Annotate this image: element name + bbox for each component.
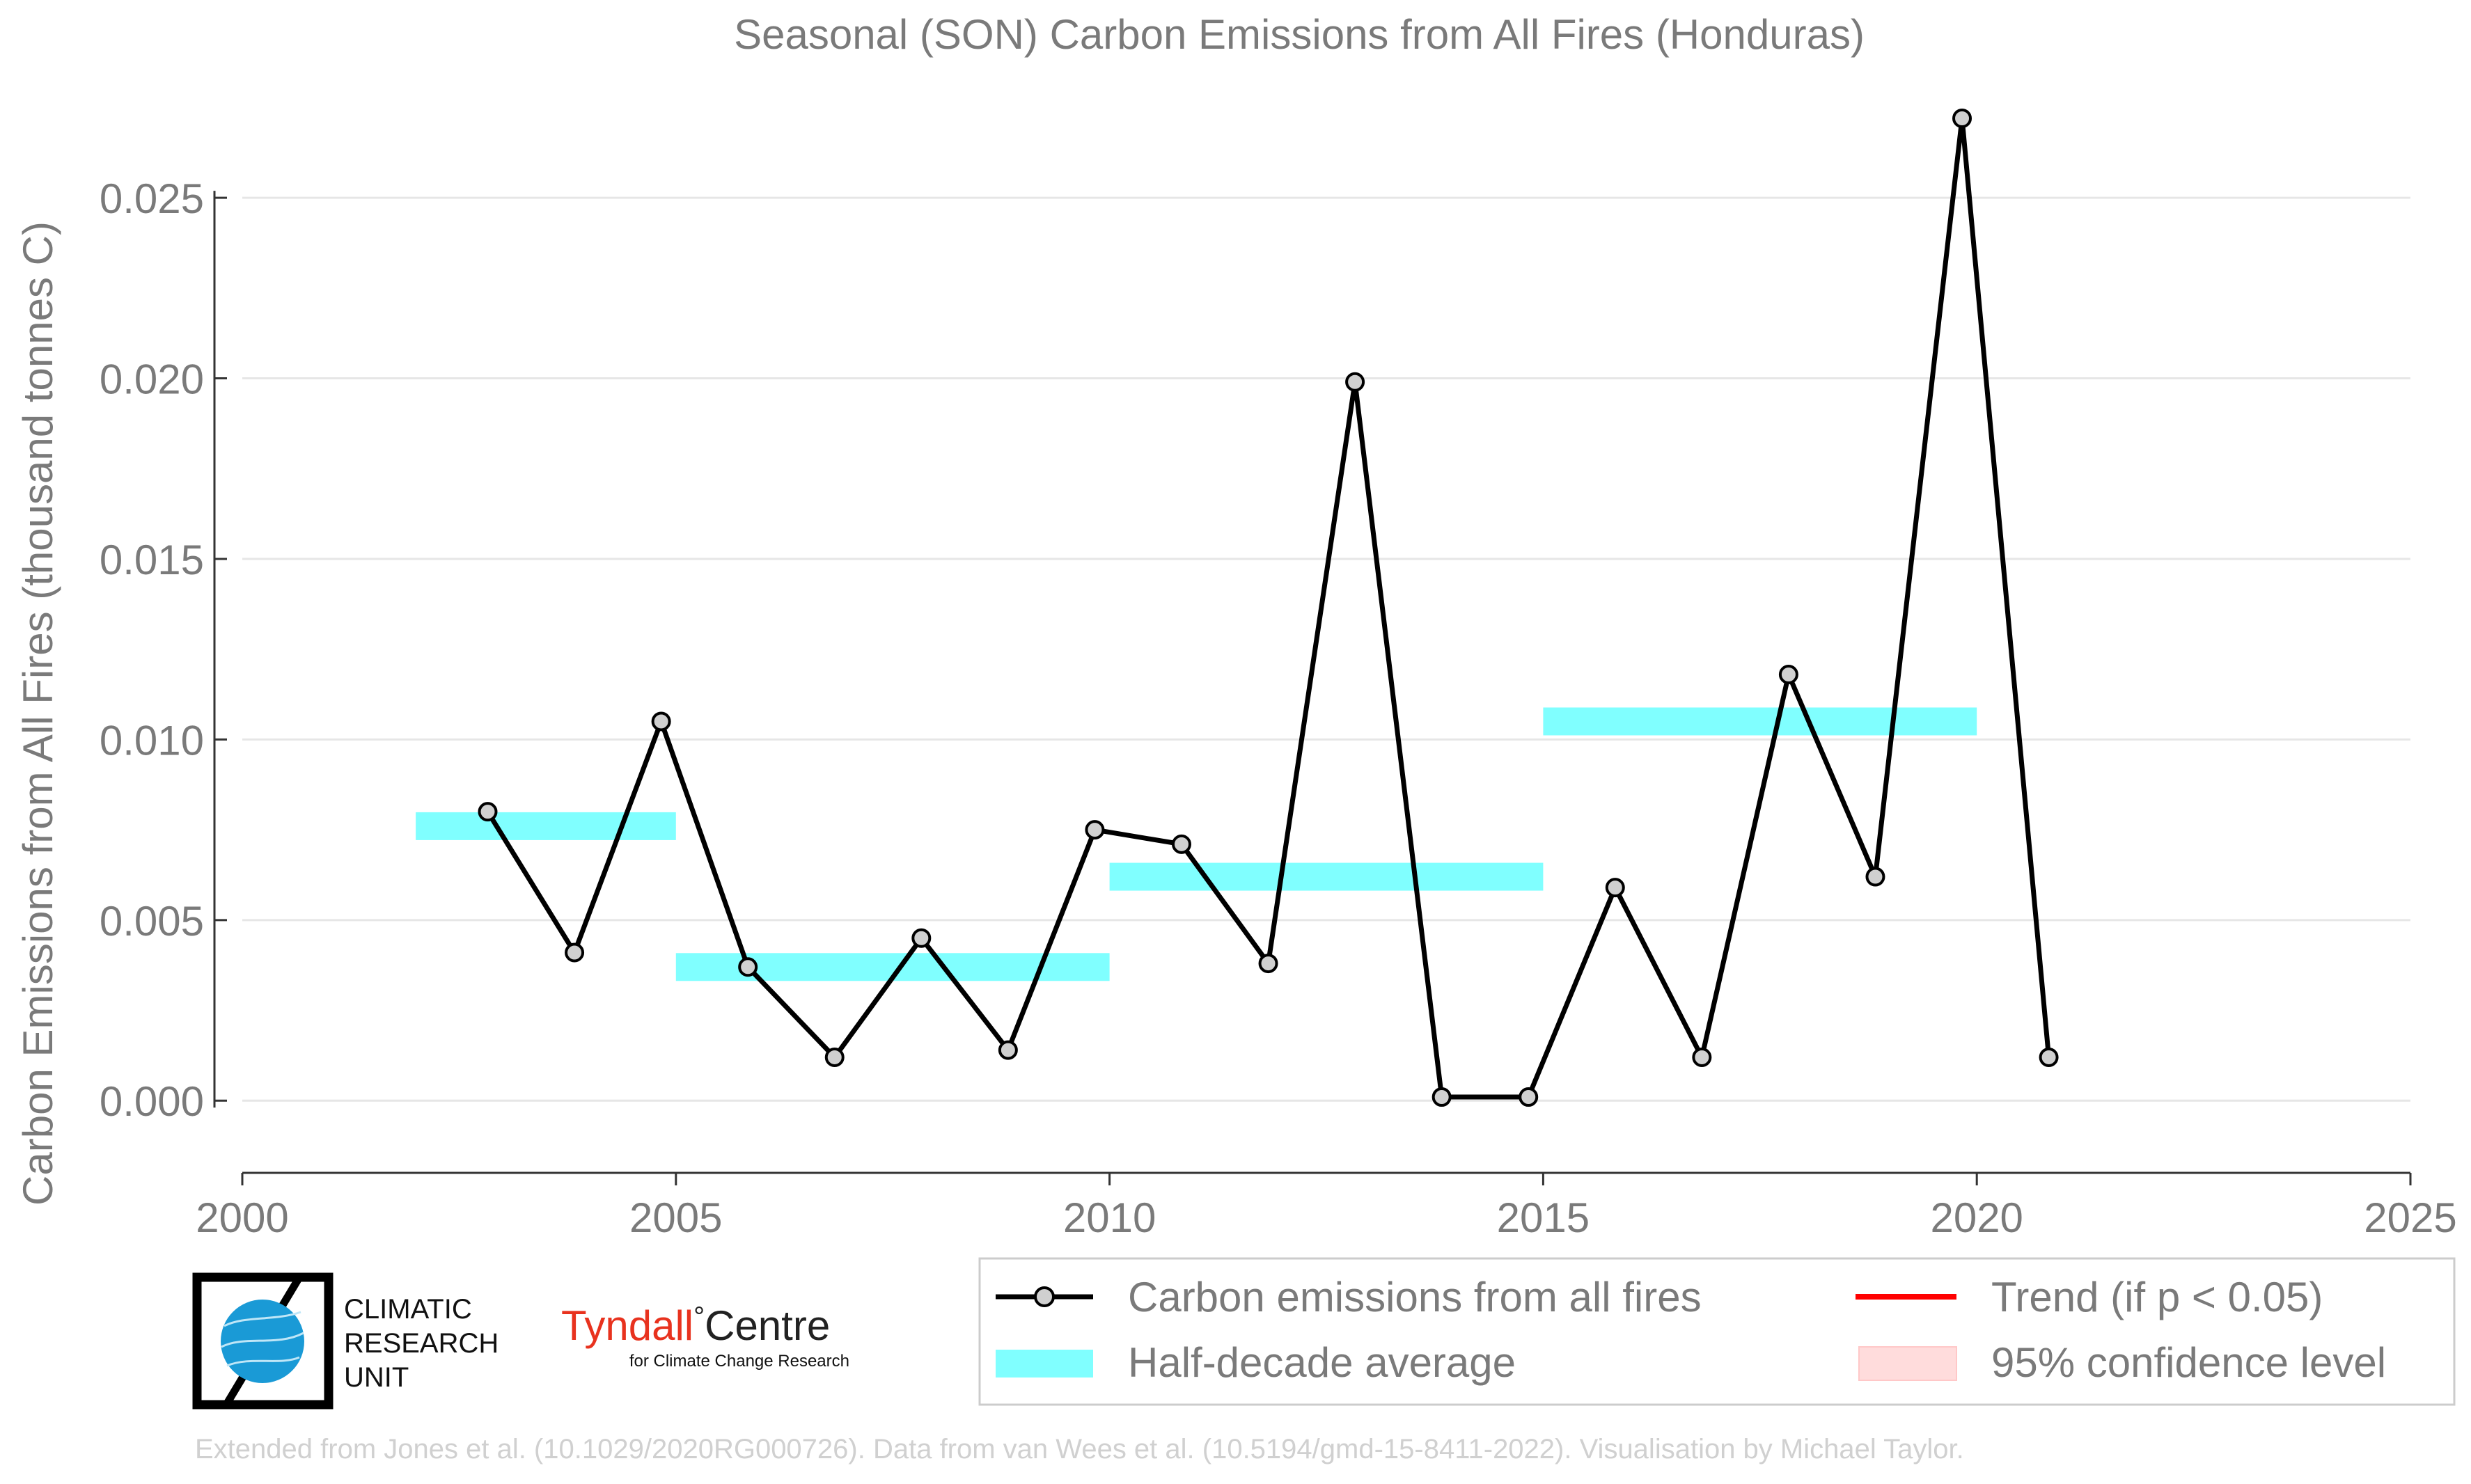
- data-point: [1692, 1047, 1712, 1067]
- legend-label-trend: Trend (if p < 0.05): [1991, 1274, 2323, 1320]
- series-line: [485, 116, 2052, 1100]
- tyndall-logo-name-part2: Centre: [705, 1302, 830, 1349]
- cru-logo: CLIMATIC RESEARCH UNIT: [192, 1272, 499, 1410]
- data-point: [1952, 109, 1972, 128]
- y-axis: 0.000 0.005 0.010 0.015 0.020 0.025: [100, 175, 227, 1125]
- cru-logo-line2: RESEARCH: [344, 1328, 499, 1359]
- tyndall-logo-name: Tyndall°Centre: [561, 1302, 830, 1349]
- tyndall-logo-degree: °: [693, 1302, 705, 1332]
- data-point: [565, 942, 585, 963]
- globe-icon-contour-1: [223, 1311, 301, 1327]
- footer-credit: Extended from Jones et al. (10.1029/2020…: [195, 1434, 1964, 1465]
- legend-label-confidence: 95% confidence level: [1991, 1339, 2386, 1386]
- data-point: [911, 928, 932, 948]
- x-tick-label: 2015: [1497, 1194, 1590, 1241]
- x-tick-label: 2025: [2364, 1194, 2456, 1241]
- chart-title: Seasonal (SON) Carbon Emissions from All…: [734, 11, 1865, 58]
- x-tick-label: 2010: [1063, 1194, 1156, 1241]
- globe-icon-contour-3: [226, 1356, 300, 1367]
- data-point: [2039, 1047, 2059, 1067]
- legend-label-emissions: Carbon emissions from all fires: [1128, 1274, 1702, 1320]
- legend-series-marker: [1034, 1286, 1055, 1307]
- data-point: [1431, 1087, 1452, 1107]
- data-point: [998, 1040, 1018, 1060]
- data-point: [478, 802, 498, 822]
- data-point: [1778, 665, 1798, 685]
- cru-logo-line3: UNIT: [344, 1362, 409, 1393]
- legend-confidence-swatch: [1858, 1346, 1957, 1381]
- globe-icon-contour-2: [221, 1332, 304, 1348]
- y-gridlines: [242, 196, 2410, 1102]
- cru-logo-line1: CLIMATIC: [344, 1294, 472, 1325]
- data-point: [1865, 867, 1885, 887]
- emissions-series: [478, 109, 2059, 1107]
- data-point: [1258, 954, 1278, 974]
- legend-box: [978, 1257, 2456, 1406]
- data-point: [1085, 820, 1105, 840]
- data-point: [1345, 372, 1365, 392]
- y-tick-label: 0.015: [100, 537, 204, 583]
- y-axis-label: Carbon Emissions from All Fires (thousan…: [15, 221, 61, 1206]
- half-decade-average-bar: [1543, 707, 1977, 736]
- legend: Carbon emissions from all fires Trend (i…: [978, 1257, 2456, 1406]
- y-tick-label: 0.020: [100, 356, 204, 403]
- y-tick-label: 0.010: [100, 717, 204, 764]
- x-tick-label: 2020: [1930, 1194, 2023, 1241]
- x-axis: 2000 2005 2010 2015 2020 2025: [196, 1171, 2457, 1241]
- cru-logo-frame-right: [226, 1272, 334, 1410]
- tyndall-logo: Tyndall°Centre for Climate Change Resear…: [561, 1302, 849, 1371]
- data-point: [1519, 1087, 1539, 1107]
- data-point: [651, 711, 671, 732]
- y-tick-label: 0.005: [100, 898, 204, 945]
- data-point: [824, 1047, 845, 1067]
- x-tick-label: 2000: [196, 1194, 288, 1241]
- data-point: [1605, 878, 1625, 898]
- half-decade-average-bar: [1109, 862, 1544, 891]
- data-point: [738, 957, 758, 977]
- y-tick-label: 0.000: [100, 1078, 204, 1125]
- data-point: [1171, 834, 1191, 854]
- legend-label-average: Half-decade average: [1128, 1339, 1516, 1386]
- y-tick-label: 0.025: [100, 175, 204, 222]
- half-decade-average-bar: [416, 812, 676, 840]
- cru-logo-frame-left: [192, 1272, 299, 1410]
- x-tick-label: 2005: [629, 1194, 722, 1241]
- legend-average-swatch: [996, 1350, 1093, 1378]
- tyndall-logo-subtitle: for Climate Change Research: [629, 1352, 849, 1371]
- tyndall-logo-name-part1: Tyndall: [561, 1302, 693, 1349]
